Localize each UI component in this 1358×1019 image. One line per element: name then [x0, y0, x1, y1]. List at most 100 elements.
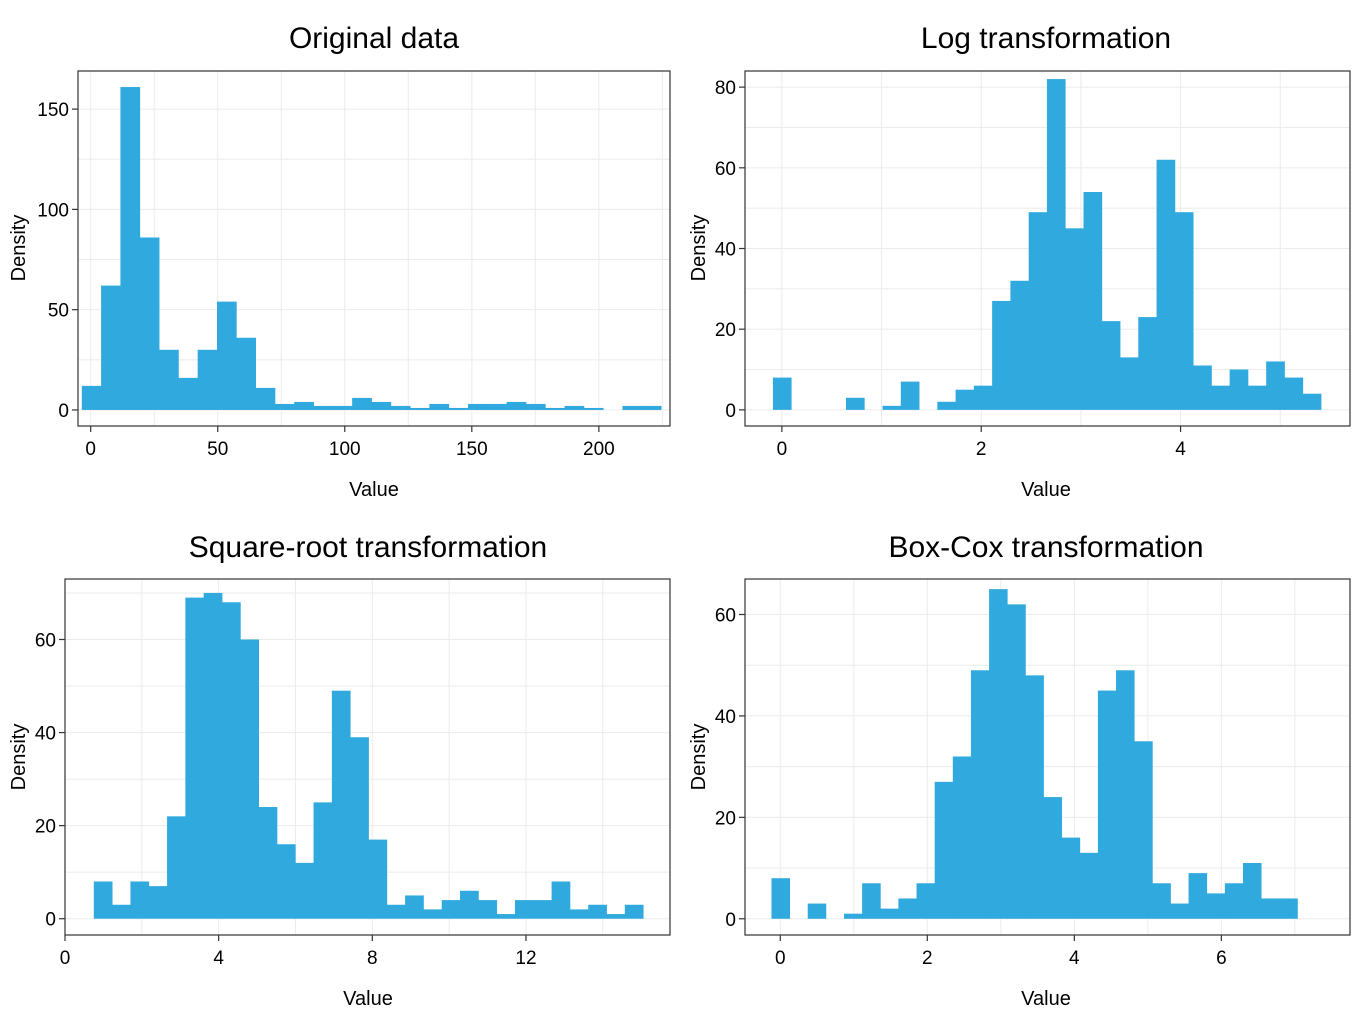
- histogram-bar: [844, 913, 863, 919]
- y-tick-label: 40: [715, 707, 736, 728]
- panel-title: Original data: [289, 22, 459, 55]
- y-tick-label: 0: [58, 401, 69, 422]
- panel-title: Box-Cox transformation: [888, 531, 1203, 564]
- histogram-bar: [622, 405, 643, 410]
- histogram-bar: [1138, 317, 1157, 410]
- histogram-bar: [551, 881, 571, 919]
- histogram-bar: [1010, 280, 1030, 410]
- x-tick-label: 12: [515, 948, 536, 969]
- y-tick-label: 60: [35, 630, 56, 651]
- histogram-bar: [1097, 690, 1117, 919]
- histogram-bar: [506, 401, 527, 410]
- histogram-bar: [900, 381, 920, 410]
- x-tick-label: 0: [775, 948, 786, 969]
- histogram-bar: [989, 589, 1008, 919]
- histogram-bar: [386, 904, 406, 919]
- histogram-bar: [771, 878, 790, 919]
- histogram-bar: [255, 387, 276, 410]
- histogram-bar: [331, 690, 351, 919]
- y-tick-label: 0: [725, 910, 736, 931]
- x-tick-label: 200: [583, 439, 615, 460]
- histogram-bar: [487, 403, 508, 410]
- histogram-bar: [898, 898, 917, 919]
- x-tick-label: 150: [456, 439, 488, 460]
- histogram-bar: [588, 904, 607, 919]
- histogram-bar: [352, 397, 372, 410]
- panel-original-data: Original data 0 50 100 150 200 0 50 100 150 Valu…: [8, 22, 671, 501]
- y-tick-label: 80: [715, 78, 736, 99]
- histogram-bar: [569, 909, 589, 919]
- histogram-bar: [1284, 377, 1304, 410]
- histogram-bar: [1211, 385, 1231, 410]
- histogram-bar: [1156, 159, 1176, 410]
- y-tick-label: 20: [35, 817, 56, 838]
- histogram-bar: [772, 377, 792, 410]
- histogram-bar: [496, 914, 516, 919]
- histogram-bar: [410, 407, 430, 410]
- panel-title: Square-root transformation: [189, 531, 548, 564]
- histogram-bar: [159, 349, 179, 410]
- histogram-bar: [952, 756, 972, 919]
- y-tick-label: 0: [45, 910, 56, 931]
- histogram-bar: [1116, 670, 1135, 919]
- histogram-bar: [178, 377, 199, 410]
- histogram-bar: [240, 639, 260, 919]
- histogram-bar: [448, 407, 469, 410]
- histogram-bar: [197, 349, 218, 410]
- y-tick-label: 60: [715, 605, 736, 626]
- y-axis-label: Density: [688, 215, 710, 282]
- histogram-bar: [1170, 903, 1189, 919]
- histogram-bar: [641, 405, 662, 410]
- histogram-bar: [276, 844, 296, 919]
- histogram-bar: [1279, 898, 1298, 919]
- histogram-bar: [916, 883, 936, 919]
- x-axis-label: Value: [343, 988, 393, 1010]
- histogram-bar: [1266, 361, 1285, 410]
- x-tick-label: 2: [922, 948, 933, 969]
- histogram-bar: [807, 903, 827, 919]
- y-axis-label: Density: [8, 215, 30, 282]
- x-tick-label: 2: [976, 439, 987, 460]
- histogram-bar: [390, 405, 411, 410]
- histogram-bar: [313, 802, 333, 919]
- histogram-bar: [1046, 79, 1066, 410]
- histogram-bar: [1028, 212, 1048, 410]
- histogram-bar: [1206, 893, 1226, 919]
- y-tick-label: 100: [37, 200, 69, 221]
- panel-square-root-transformation: Square-root transformation 0 4 8 120204060 …: [8, 531, 671, 1010]
- histogram-bar: [1120, 357, 1139, 410]
- histogram-bar: [937, 401, 957, 410]
- histogram-bar: [583, 407, 604, 410]
- histogram-bar: [1025, 675, 1044, 919]
- histogram-bar: [429, 403, 450, 410]
- histogram-bar: [405, 895, 424, 919]
- histogram-bar: [973, 385, 993, 410]
- x-tick-label: 4: [213, 948, 224, 969]
- histogram-bar: [992, 300, 1011, 410]
- histogram-bar: [1043, 797, 1063, 919]
- y-tick-label: 0: [725, 401, 736, 422]
- histogram-bar: [880, 908, 899, 919]
- x-tick-label: 0: [85, 439, 96, 460]
- histogram-bar: [441, 900, 461, 919]
- histogram-bar: [1302, 393, 1322, 410]
- histogram-bar: [1247, 385, 1267, 410]
- y-axis-label: Density: [8, 724, 30, 791]
- histogram-bar: [423, 909, 443, 919]
- histogram-bar: [350, 737, 369, 919]
- histogram-bar: [970, 670, 990, 919]
- y-tick-label: 40: [715, 240, 736, 261]
- histogram-bar: [468, 403, 488, 410]
- histogram-bar: [148, 886, 168, 919]
- histogram-bar: [882, 405, 902, 410]
- plot-frame: [64, 578, 671, 936]
- histogram-bar: [514, 900, 534, 919]
- histogram-bar: [1079, 852, 1099, 919]
- histogram-bar: [1193, 365, 1212, 410]
- histogram-bar: [294, 401, 314, 410]
- histogram-bar: [845, 397, 865, 410]
- histogram-bar: [1152, 883, 1171, 919]
